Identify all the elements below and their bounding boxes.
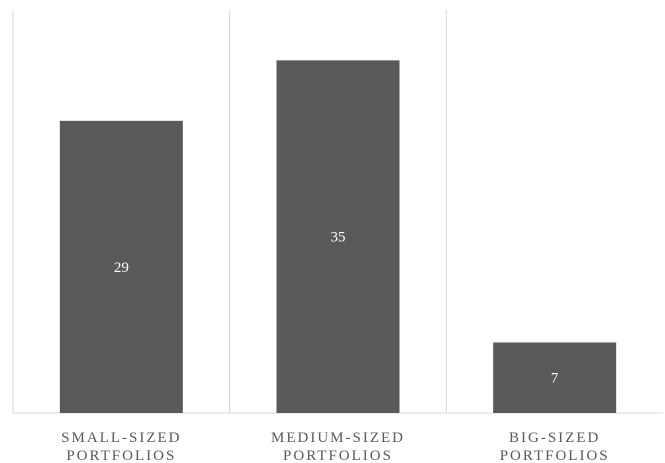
data-labels-group: 29 35 7 (114, 230, 559, 387)
category-tick-label: MEDIUM-SIZED (271, 430, 405, 446)
data-label: 29 (114, 260, 129, 276)
bar (493, 342, 617, 413)
category-tick-label: BIG-SIZED (509, 430, 600, 446)
category-tick-label: PORTFOLIOS (500, 448, 610, 463)
bars-group (59, 60, 617, 413)
category-dividers (12, 10, 447, 413)
bar (59, 120, 183, 413)
category-tick-label: PORTFOLIOS (66, 448, 176, 463)
bar (276, 60, 400, 413)
category-tick-label: SMALL-SIZED (61, 430, 181, 446)
data-label: 7 (551, 371, 559, 387)
category-labels-group: SMALL-SIZED PORTFOLIOS MEDIUM-SIZED PORTFOL… (61, 430, 610, 463)
category-tick-label: PORTFOLIOS (283, 448, 393, 463)
data-label: 35 (331, 230, 346, 246)
